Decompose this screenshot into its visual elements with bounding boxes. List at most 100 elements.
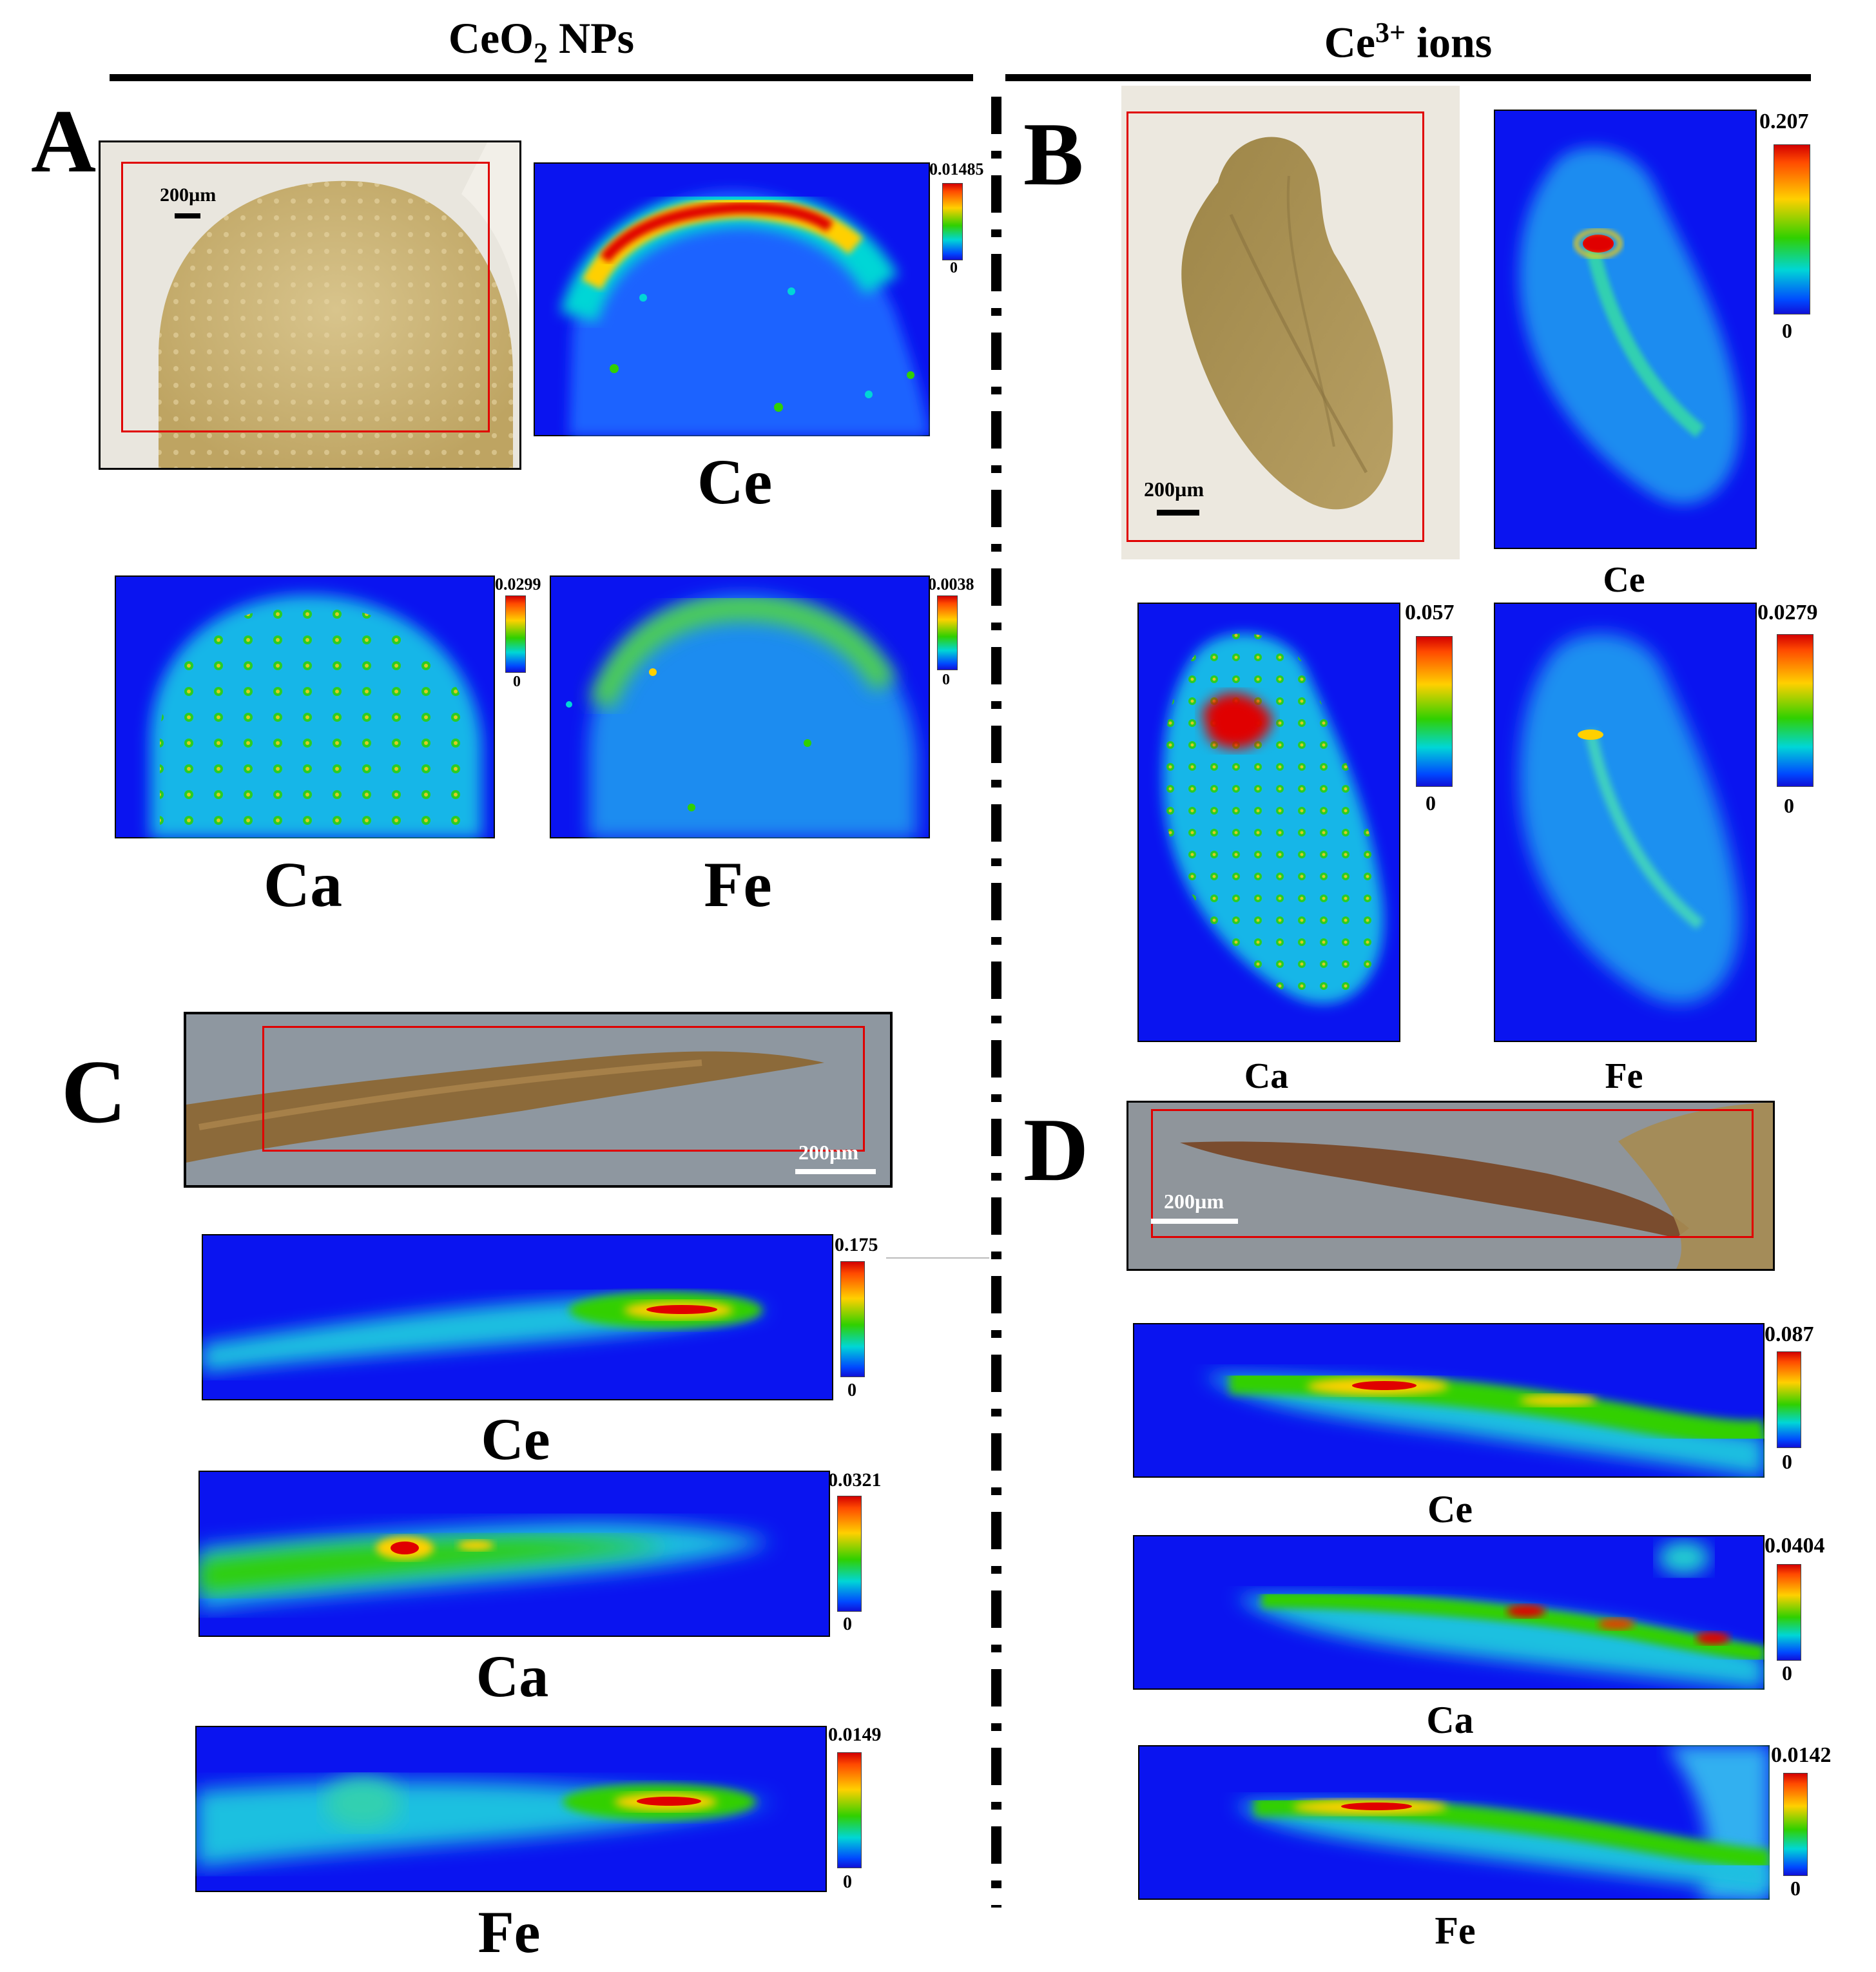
left-title-main: CeO (448, 14, 534, 63)
panel-a-ce-heatmap (560, 188, 930, 436)
panel-d-ca-label: Ca (1426, 1699, 1474, 1741)
panel-b-ce-label: Ce (1603, 560, 1645, 600)
panel-a-ce-colorbar-max: 0.01485 (929, 160, 984, 179)
panel-a-fe-label: Fe (704, 849, 772, 920)
panel-c-fe-label: Fe (478, 1899, 541, 1965)
panel-b-ca-colorbar (1417, 637, 1452, 786)
panel-b-fe-colorbar-max: 0.0279 (1757, 601, 1818, 624)
panel-b-ca-heatmap (1163, 633, 1384, 1004)
panel-a-ca-label: Ca (263, 849, 343, 920)
panel-a-scale-bar (175, 213, 200, 218)
panel-c-ca-heatmap (198, 1522, 772, 1609)
panel-b-fe-label: Fe (1605, 1056, 1643, 1096)
panel-b-fe-colorbar-min: 0 (1784, 794, 1794, 817)
panel-a-optical-image: 200µm (99, 140, 521, 470)
panel-b-optical-image: 200µm (1121, 86, 1460, 559)
panel-b-seed-shape (1181, 137, 1393, 510)
panel-b-ce-colorbar-max: 0.207 (1759, 110, 1809, 133)
panel-b-ce-colorbar-min: 0 (1782, 319, 1792, 342)
left-title-rule (110, 74, 973, 81)
panel-c-ce-heatmap (202, 1292, 769, 1373)
panel-b-fe-heatmap (1519, 633, 1740, 1004)
panel-d-ce-colorbar-max: 0.087 (1765, 1322, 1814, 1346)
panel-c-ce-colorbar-min: 0 (847, 1380, 856, 1400)
panel-c-optical-image: 200µm (184, 1012, 893, 1188)
panel-b-ca-colorbar-min: 0 (1426, 791, 1436, 815)
column-divider (991, 97, 1001, 1908)
left-title-rest: NPs (548, 14, 635, 63)
panel-a-ce-label: Ce (697, 446, 773, 517)
right-title-rest: ions (1406, 17, 1493, 67)
right-title-main: Ce (1324, 17, 1376, 67)
panel-d-scale-bar (1151, 1219, 1238, 1224)
panel-letter-c: C (61, 1042, 127, 1142)
panel-b-scale-label: 200µm (1144, 478, 1204, 501)
panel-c-fe-colorbar-max: 0.0149 (828, 1724, 882, 1745)
panel-c-fe-heatmap (195, 1777, 775, 1868)
panel-d-ca-map (1133, 1535, 1765, 1690)
panel-d-fe-label: Fe (1435, 1909, 1476, 1952)
panel-c-ca-label: Ca (476, 1643, 549, 1709)
panel-d-scan-region (1151, 1109, 1754, 1238)
panel-a-ca-map (115, 575, 495, 838)
panel-d-ce-heatmap (1204, 1368, 1765, 1478)
panel-a-ce-map (534, 162, 930, 436)
panel-b-ca-colorbar-max: 0.057 (1405, 601, 1455, 624)
panel-c-scan-region (262, 1026, 865, 1152)
panel-b-ca-map (1137, 603, 1400, 1042)
panel-d-ce-colorbar-min: 0 (1782, 1450, 1792, 1473)
panel-a-ce-colorbar-min: 0 (950, 260, 958, 276)
panel-d-fe-map (1138, 1745, 1770, 1900)
panel-letter-b: B (1023, 104, 1084, 204)
panel-d-ce-label: Ce (1427, 1488, 1473, 1531)
thin-connector-line (886, 1257, 989, 1259)
right-column-title: Ce3+ ions (1005, 16, 1811, 68)
panel-d-ca-colorbar (1777, 1565, 1801, 1660)
right-title-rule (1005, 74, 1811, 81)
panel-d-ca-colorbar-max: 0.0404 (1765, 1534, 1825, 1558)
panel-d-ca-heatmap (1236, 1541, 1765, 1690)
panel-a-ca-heatmap (150, 595, 482, 838)
panel-a-fe-colorbar (938, 596, 957, 670)
panel-d-ce-colorbar (1777, 1352, 1801, 1447)
left-title-subscript: 2 (534, 37, 548, 69)
panel-c-fe-colorbar-min: 0 (843, 1872, 852, 1892)
panel-d-ca-colorbar-min: 0 (1782, 1661, 1792, 1685)
panel-b-fe-colorbar (1777, 635, 1813, 786)
panel-letter-a: A (31, 92, 97, 191)
panel-a-ca-colorbar-min: 0 (513, 673, 521, 690)
panel-a-scan-region (121, 162, 490, 432)
panel-b-ce-heatmap (1519, 147, 1740, 505)
panel-c-scale-bar (795, 1169, 876, 1174)
panel-c-ce-colorbar-max: 0.175 (835, 1234, 878, 1255)
panel-a-ce-colorbar (943, 184, 962, 260)
panel-c-ca-colorbar-max: 0.0321 (828, 1469, 882, 1491)
panel-b-scan-region (1127, 111, 1424, 542)
panel-b-scale-bar (1157, 510, 1199, 516)
panel-c-fe-map (195, 1726, 827, 1892)
panel-b-ce-map (1494, 110, 1757, 549)
panel-a-seed-shape (159, 142, 519, 468)
panel-b-fe-map (1494, 603, 1757, 1042)
panel-c-fe-colorbar (838, 1753, 861, 1868)
panel-c-ca-colorbar-min: 0 (843, 1614, 852, 1634)
panel-d-fe-colorbar-max: 0.0142 (1771, 1743, 1832, 1767)
panel-a-fe-colorbar-max: 0.0038 (928, 575, 974, 594)
panel-letter-d: D (1023, 1100, 1089, 1200)
panel-c-ce-label: Ce (481, 1406, 550, 1472)
panel-d-root-shape (1180, 1103, 1773, 1269)
panel-a-scale-label: 200µm (160, 184, 217, 206)
panel-a-fe-map (550, 575, 930, 838)
panel-a-fe-heatmap (566, 594, 917, 838)
left-column-title: CeO2 NPs (110, 13, 973, 70)
panel-d-fe-colorbar (1784, 1774, 1807, 1875)
panel-c-ca-map (198, 1471, 830, 1637)
panel-d-scale-label: 200µm (1164, 1190, 1224, 1213)
panel-b-ce-colorbar (1774, 145, 1810, 314)
panel-a-fe-colorbar-min: 0 (942, 672, 950, 688)
panel-d-fe-heatmap (1235, 1745, 1770, 1900)
panel-a-ca-colorbar-max: 0.0299 (495, 575, 541, 594)
right-title-superscript: 3+ (1375, 17, 1406, 48)
panel-c-ce-map (202, 1234, 833, 1400)
panel-d-fe-colorbar-min: 0 (1790, 1877, 1801, 1900)
